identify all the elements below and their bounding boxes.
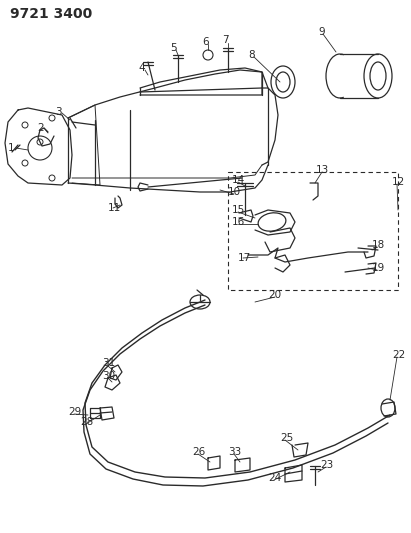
Text: 1: 1 [8, 143, 15, 153]
Text: 29: 29 [68, 407, 81, 417]
Text: 33: 33 [228, 447, 241, 457]
Text: 10: 10 [228, 187, 241, 197]
Text: 20: 20 [268, 290, 281, 300]
Text: 6: 6 [202, 37, 209, 47]
Text: 7: 7 [222, 35, 229, 45]
Text: 11: 11 [108, 203, 121, 213]
Text: 30: 30 [102, 371, 115, 381]
Bar [228, 172, 398, 290]
Text: 28: 28 [80, 417, 93, 427]
Text: 26: 26 [192, 447, 205, 457]
Text: 4: 4 [138, 63, 145, 73]
Text: 15: 15 [232, 205, 245, 215]
Text: 12: 12 [392, 177, 405, 187]
Text: 5: 5 [170, 43, 177, 53]
Text: 9: 9 [318, 27, 325, 37]
Text: 17: 17 [238, 253, 251, 263]
Text: 19: 19 [372, 263, 385, 273]
Text: 16: 16 [232, 217, 245, 227]
Text: 25: 25 [280, 433, 293, 443]
Text: 14: 14 [232, 175, 245, 185]
Text: 24: 24 [268, 473, 281, 483]
Text: 13: 13 [316, 165, 329, 175]
Text: 31: 31 [102, 358, 115, 368]
Text: 3: 3 [55, 107, 62, 117]
Text: 9721 3400: 9721 3400 [10, 7, 92, 21]
Text: 22: 22 [392, 350, 405, 360]
Text: 8: 8 [248, 50, 255, 60]
Text: 18: 18 [372, 240, 385, 250]
Text: 2: 2 [37, 123, 44, 133]
Text: 23: 23 [320, 460, 333, 470]
